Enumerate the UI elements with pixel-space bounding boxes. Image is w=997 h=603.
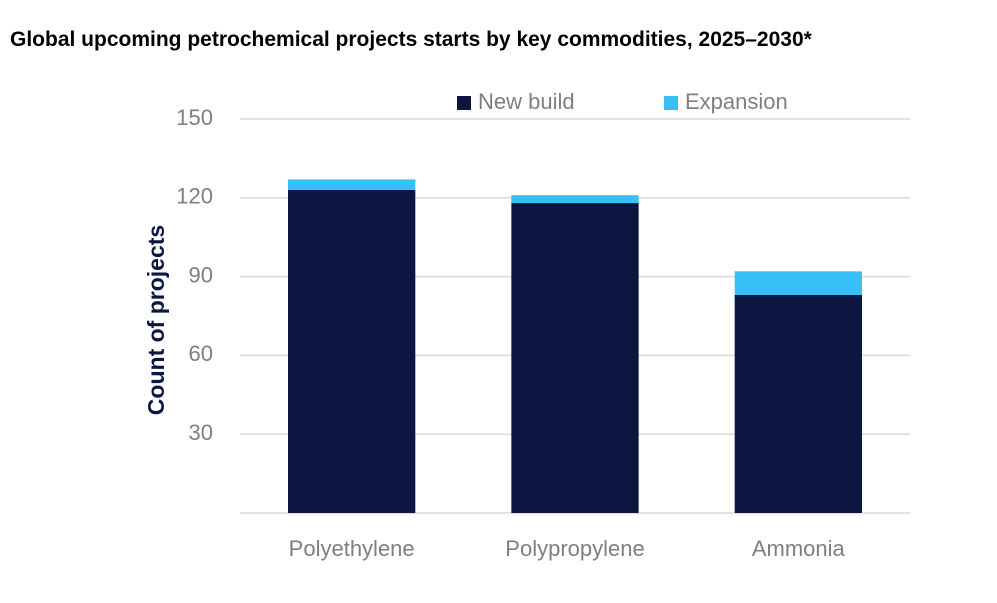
y-axis-ticks: 30 60 90 120 150 <box>176 105 213 445</box>
y-tick-label: 30 <box>189 420 213 445</box>
legend-swatch-expansion <box>664 96 678 110</box>
y-tick-label: 150 <box>176 105 213 130</box>
x-tick-label: Ammonia <box>752 536 846 561</box>
x-tick-label: Polypropylene <box>505 536 644 561</box>
chart-title: Global upcoming petrochemical projects s… <box>10 28 812 51</box>
y-tick-label: 90 <box>189 262 213 287</box>
legend-label-expansion: Expansion <box>685 89 788 114</box>
bar-expansion-polypropylene <box>511 195 639 204</box>
y-tick-label: 60 <box>189 341 213 366</box>
legend: New build Expansion <box>457 89 788 114</box>
legend-swatch-new-build <box>457 96 471 110</box>
bar-new-build-polypropylene <box>511 203 639 513</box>
bars <box>288 179 862 514</box>
legend-label-new-build: New build <box>478 89 575 114</box>
bar-expansion-polyethylene <box>288 179 416 190</box>
bar-new-build-polyethylene <box>288 189 416 514</box>
x-tick-label: Polyethylene <box>289 536 415 561</box>
bar-expansion-ammonia <box>734 271 862 295</box>
y-axis-label: Count of projects <box>143 225 169 415</box>
y-tick-label: 120 <box>176 184 213 209</box>
bar-new-build-ammonia <box>734 294 862 513</box>
x-axis-labels: Polyethylene Polypropylene Ammonia <box>289 536 846 561</box>
